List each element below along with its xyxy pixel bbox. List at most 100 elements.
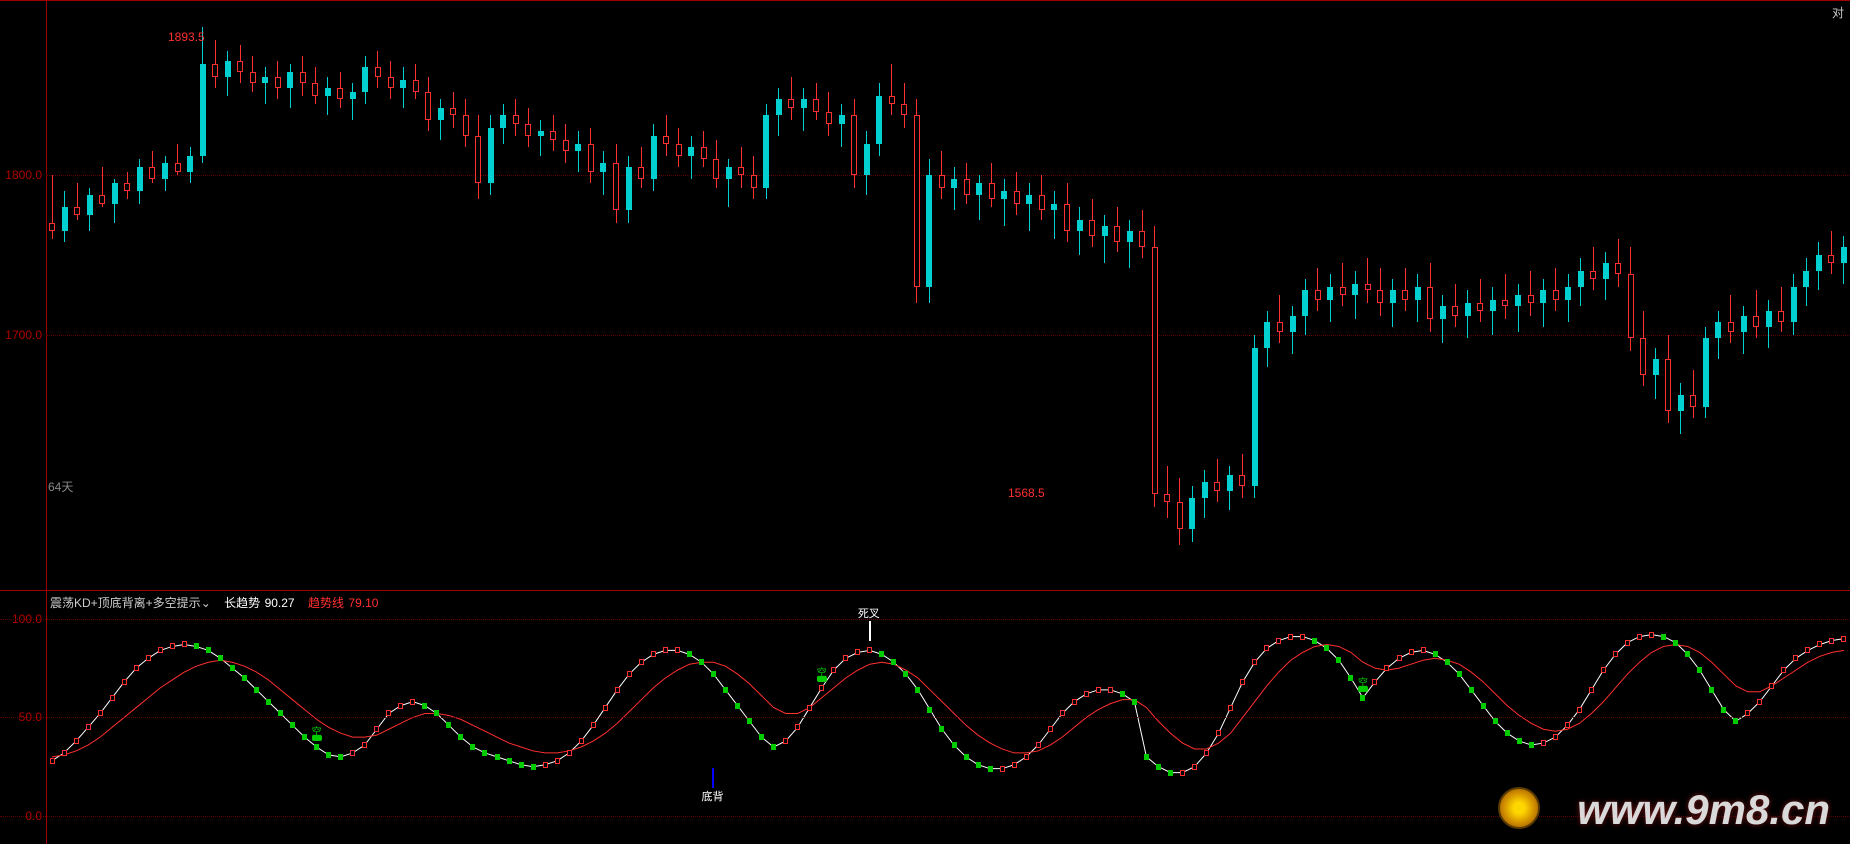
kd-bar	[74, 738, 79, 744]
kd-bar	[314, 744, 319, 750]
indicator-plot-area: 死叉底背空空空	[46, 609, 1850, 816]
kd-bar	[1649, 632, 1654, 638]
kd-bar	[723, 687, 728, 693]
kd-bar	[1613, 651, 1618, 657]
indicator-name[interactable]: 震荡KD+顶底背离+多空提示	[50, 596, 201, 610]
kd-bar	[110, 695, 115, 701]
kd-bar	[86, 724, 91, 730]
kd-bar	[482, 750, 487, 756]
gridline	[0, 619, 1850, 620]
kd-bar	[170, 643, 175, 649]
kd-bar	[290, 722, 295, 728]
kd-bar	[182, 641, 187, 647]
kd-bar	[1252, 659, 1257, 665]
kd-bar	[62, 750, 67, 756]
kd-bar	[615, 687, 620, 693]
kd-bar	[434, 710, 439, 716]
kd-bar	[1120, 691, 1125, 697]
watermark-logo-icon	[1498, 787, 1540, 829]
kd-bar	[1132, 699, 1137, 705]
kd-bar	[326, 752, 331, 758]
kd-bar	[50, 758, 55, 764]
kd-bar	[891, 659, 896, 665]
kd-bar	[1180, 770, 1185, 776]
gridline	[0, 717, 1850, 718]
kd-bar	[555, 758, 560, 764]
kd-bar	[386, 710, 391, 716]
timeframe-label: 64天	[48, 478, 73, 495]
kd-bar	[519, 762, 524, 768]
gridline	[46, 175, 1850, 176]
kd-bar	[134, 665, 139, 671]
kd-bar	[194, 643, 199, 649]
kd-bar	[687, 651, 692, 657]
kd-bar	[807, 705, 812, 711]
indicator-panel[interactable]: 震荡KD+顶底背离+多空提示⌄ 长趋势 90.27 趋势线 79.10 0.05…	[0, 591, 1850, 816]
indicator-y-axis: 0.050.0100.0	[0, 591, 46, 816]
kd-bar	[1805, 647, 1810, 653]
kd-bar	[1156, 764, 1161, 770]
kd-bar	[1228, 705, 1233, 711]
kd-bar	[278, 710, 283, 716]
kd-bar	[470, 744, 475, 750]
kd-bar	[531, 764, 536, 770]
kd-bar	[1168, 770, 1173, 776]
kd-bar	[1733, 718, 1738, 724]
kd-bar	[495, 754, 500, 760]
kd-bar	[1312, 638, 1317, 644]
kd-bar	[1372, 679, 1377, 685]
kd-bar	[579, 738, 584, 744]
kd-bar	[1517, 738, 1522, 744]
kd-bar	[867, 647, 872, 653]
kd-bar	[1541, 740, 1546, 746]
kd-bar	[927, 707, 932, 713]
kd-bar	[1336, 657, 1341, 663]
y-tick-label: 1700.0	[5, 328, 42, 342]
kd-bar	[1096, 687, 1101, 693]
kd-bar	[1036, 742, 1041, 748]
kd-bar	[627, 671, 632, 677]
bottom_div-arrow-icon	[712, 768, 714, 788]
kd-bar	[1637, 634, 1642, 640]
kd-bar	[1204, 750, 1209, 756]
kd-bar	[783, 738, 788, 744]
kd-bar	[338, 754, 343, 760]
bottom_div-label: 底背	[701, 788, 723, 804]
kd-bar	[1793, 655, 1798, 661]
kd-bar	[1288, 634, 1293, 640]
kd-bar	[675, 647, 680, 653]
kd-bar	[1817, 641, 1822, 647]
kd-bar	[915, 687, 920, 693]
kd-bar	[158, 647, 163, 653]
kd-bar	[988, 766, 993, 772]
kd-bar	[1481, 703, 1486, 709]
kd-bar	[362, 742, 367, 748]
kd-bar	[976, 762, 981, 768]
kd-bar	[266, 699, 271, 705]
kd-bar	[1000, 766, 1005, 772]
dropdown-icon[interactable]: ⌄	[201, 596, 211, 610]
kd-bar	[735, 703, 740, 709]
kd-bar	[699, 659, 704, 665]
kd-bar	[1841, 636, 1846, 642]
kd-bar	[795, 724, 800, 730]
kd-bar	[507, 758, 512, 764]
series2-label: 趋势线	[308, 596, 344, 610]
kd-bar	[1745, 710, 1750, 716]
kd-bar	[1577, 707, 1582, 713]
kd-bar	[1012, 762, 1017, 768]
kd-bar	[1348, 675, 1353, 681]
kd-bar	[1409, 649, 1414, 655]
kd-bar	[711, 671, 716, 677]
kd-bar	[1240, 679, 1245, 685]
death_cross-arrow-icon	[869, 621, 871, 641]
kd-bar	[567, 750, 572, 756]
kd-bar	[302, 734, 307, 740]
kd-bar	[759, 734, 764, 740]
price-chart-panel[interactable]: 对 1700.01800.0 1893.5 1568.5 64天	[0, 0, 1850, 590]
price-plot-area	[46, 0, 1850, 590]
kd-bar	[242, 675, 247, 681]
kd-bar	[98, 710, 103, 716]
kd-bar	[1108, 687, 1113, 693]
kd-bar	[146, 655, 151, 661]
